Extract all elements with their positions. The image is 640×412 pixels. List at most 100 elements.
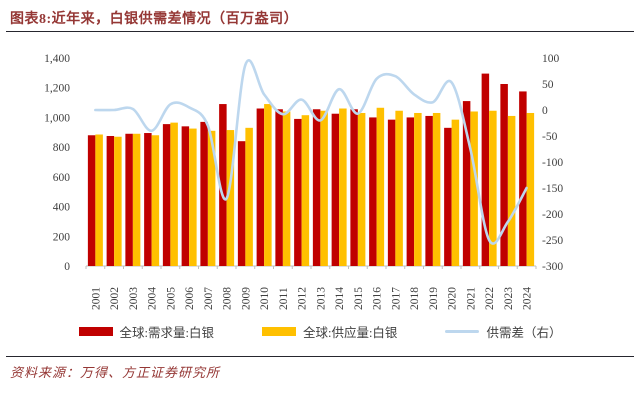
y-axis-right-tick-label: 100 <box>542 53 560 65</box>
bar-supply-2003 <box>132 133 141 266</box>
bar-demand-2024 <box>519 91 527 266</box>
bar-demand-2007 <box>200 121 208 266</box>
x-axis-year-label: 2007 <box>203 287 215 310</box>
bar-supply-2002 <box>114 136 122 266</box>
bar-demand-2023 <box>500 84 508 266</box>
y-axis-left-tick-label: 1,400 <box>44 53 70 65</box>
x-axis-year-label: 2002 <box>109 287 121 310</box>
bar-supply-2006 <box>189 128 197 266</box>
x-axis-year-label: 2010 <box>259 287 271 310</box>
bar-demand-2015 <box>350 109 358 266</box>
demand-series-swatch <box>78 326 113 336</box>
bar-demand-2009 <box>237 141 246 266</box>
bar-demand-2016 <box>369 117 377 266</box>
supply-series-label: 全球:供应量:白银 <box>302 325 398 340</box>
bar-supply-2011 <box>282 111 291 266</box>
x-axis-year-label: 2001 <box>90 287 102 310</box>
y-axis-right-tick-label: -50 <box>542 131 558 143</box>
bar-supply-2008 <box>226 130 235 266</box>
bar-demand-2012 <box>294 118 302 267</box>
source-text: 资料来源：万得、方正证券研究所 <box>10 365 221 380</box>
gap-series-label: 供需差（右） <box>486 325 562 340</box>
x-axis-year-label: 2017 <box>390 287 402 310</box>
bar-supply-2023 <box>507 115 516 266</box>
bar-supply-2007 <box>207 130 216 266</box>
y-axis-left-tick-label: 600 <box>53 172 71 184</box>
x-axis-year-label: 2009 <box>240 287 252 310</box>
y-axis-right-tick-label: -250 <box>542 235 563 247</box>
y-axis-right-tick-label: -150 <box>542 183 563 195</box>
bar-demand-2020 <box>444 127 452 266</box>
bar-supply-2016 <box>376 107 385 267</box>
legend-item-demand: 全球:需求量:白银 <box>78 322 214 341</box>
x-axis-year-label: 2019 <box>428 287 440 310</box>
y-axis-left-tick-label: 400 <box>53 202 71 214</box>
y-axis-right-tick-label: 50 <box>542 79 554 91</box>
bar-supply-2010 <box>264 104 272 266</box>
bar-supply-2014 <box>339 108 347 266</box>
chart-legend: 全球:需求量:白银 全球:供应量:白银 供需差（右） <box>0 322 640 340</box>
demand-series-label: 全球:需求量:白银 <box>119 325 214 340</box>
x-axis-year-label: 2012 <box>297 287 309 310</box>
bar-demand-2002 <box>106 136 115 266</box>
x-axis-year-label: 2024 <box>522 287 534 310</box>
bar-demand-2008 <box>219 104 227 266</box>
gap-line-swatch <box>445 329 480 333</box>
y-axis-left-tick-label: 800 <box>53 142 71 154</box>
y-axis-left-tick-label: 1,200 <box>44 83 70 95</box>
bar-demand-2006 <box>181 126 190 266</box>
x-axis-year-label: 2020 <box>447 287 459 310</box>
title-divider <box>6 31 634 32</box>
bar-demand-2004 <box>144 133 152 266</box>
bar-demand-2019 <box>425 115 433 266</box>
x-axis-year-label: 2023 <box>503 287 515 310</box>
y-axis-right-tick-label: -100 <box>542 157 563 169</box>
bar-supply-2017 <box>395 110 403 266</box>
bar-demand-2011 <box>275 109 283 266</box>
bar-demand-2021 <box>462 101 471 266</box>
bar-demand-2005 <box>162 124 171 266</box>
bar-supply-2019 <box>432 112 441 266</box>
bar-demand-2022 <box>481 73 490 266</box>
source-divider <box>6 356 634 357</box>
y-axis-left-tick-label: 1,000 <box>44 112 70 124</box>
bar-supply-2013 <box>320 110 328 266</box>
x-axis-year-label: 2021 <box>465 287 477 310</box>
bar-supply-2021 <box>470 111 478 266</box>
bar-supply-2005 <box>170 122 178 266</box>
bar-demand-2014 <box>331 113 340 266</box>
x-axis-year-label: 2018 <box>409 287 421 310</box>
x-axis-year-label: 2022 <box>484 287 496 310</box>
y-axis-right-tick-label: -300 <box>542 261 563 273</box>
bar-supply-2024 <box>526 112 535 266</box>
bar-demand-2017 <box>387 119 396 267</box>
x-axis-year-label: 2008 <box>222 287 234 310</box>
bar-supply-2022 <box>489 110 497 266</box>
x-axis-year-label: 2005 <box>165 287 177 310</box>
bar-demand-2001 <box>87 135 96 266</box>
bar-supply-2018 <box>414 112 422 266</box>
bar-supply-2015 <box>357 112 366 266</box>
bar-demand-2013 <box>312 109 321 266</box>
bar-supply-2001 <box>95 134 103 266</box>
y-axis-left-tick-label: 0 <box>64 261 70 273</box>
bar-demand-2003 <box>125 133 133 266</box>
x-axis-year-label: 2003 <box>128 287 140 310</box>
legend-item-gap: 供需差（右） <box>445 322 561 341</box>
bar-demand-2010 <box>256 108 265 266</box>
gap-line <box>94 59 528 245</box>
x-axis-year-label: 2006 <box>184 287 196 310</box>
y-axis-left-tick-label: 200 <box>53 231 71 243</box>
y-axis-right-tick-label: -200 <box>542 209 563 221</box>
supply-series-swatch <box>261 326 296 336</box>
bar-supply-2004 <box>151 135 160 266</box>
x-axis-year-label: 2014 <box>334 287 346 310</box>
bar-demand-2018 <box>406 117 415 266</box>
x-axis-year-label: 2013 <box>315 287 327 310</box>
x-axis-year-label: 2011 <box>278 287 290 310</box>
bar-supply-2020 <box>451 119 460 267</box>
bar-supply-2009 <box>245 127 253 266</box>
legend-item-supply: 全球:供应量:白银 <box>261 322 398 341</box>
x-axis-year-label: 2015 <box>353 287 365 310</box>
y-axis-right-tick-label: 0 <box>542 105 548 117</box>
